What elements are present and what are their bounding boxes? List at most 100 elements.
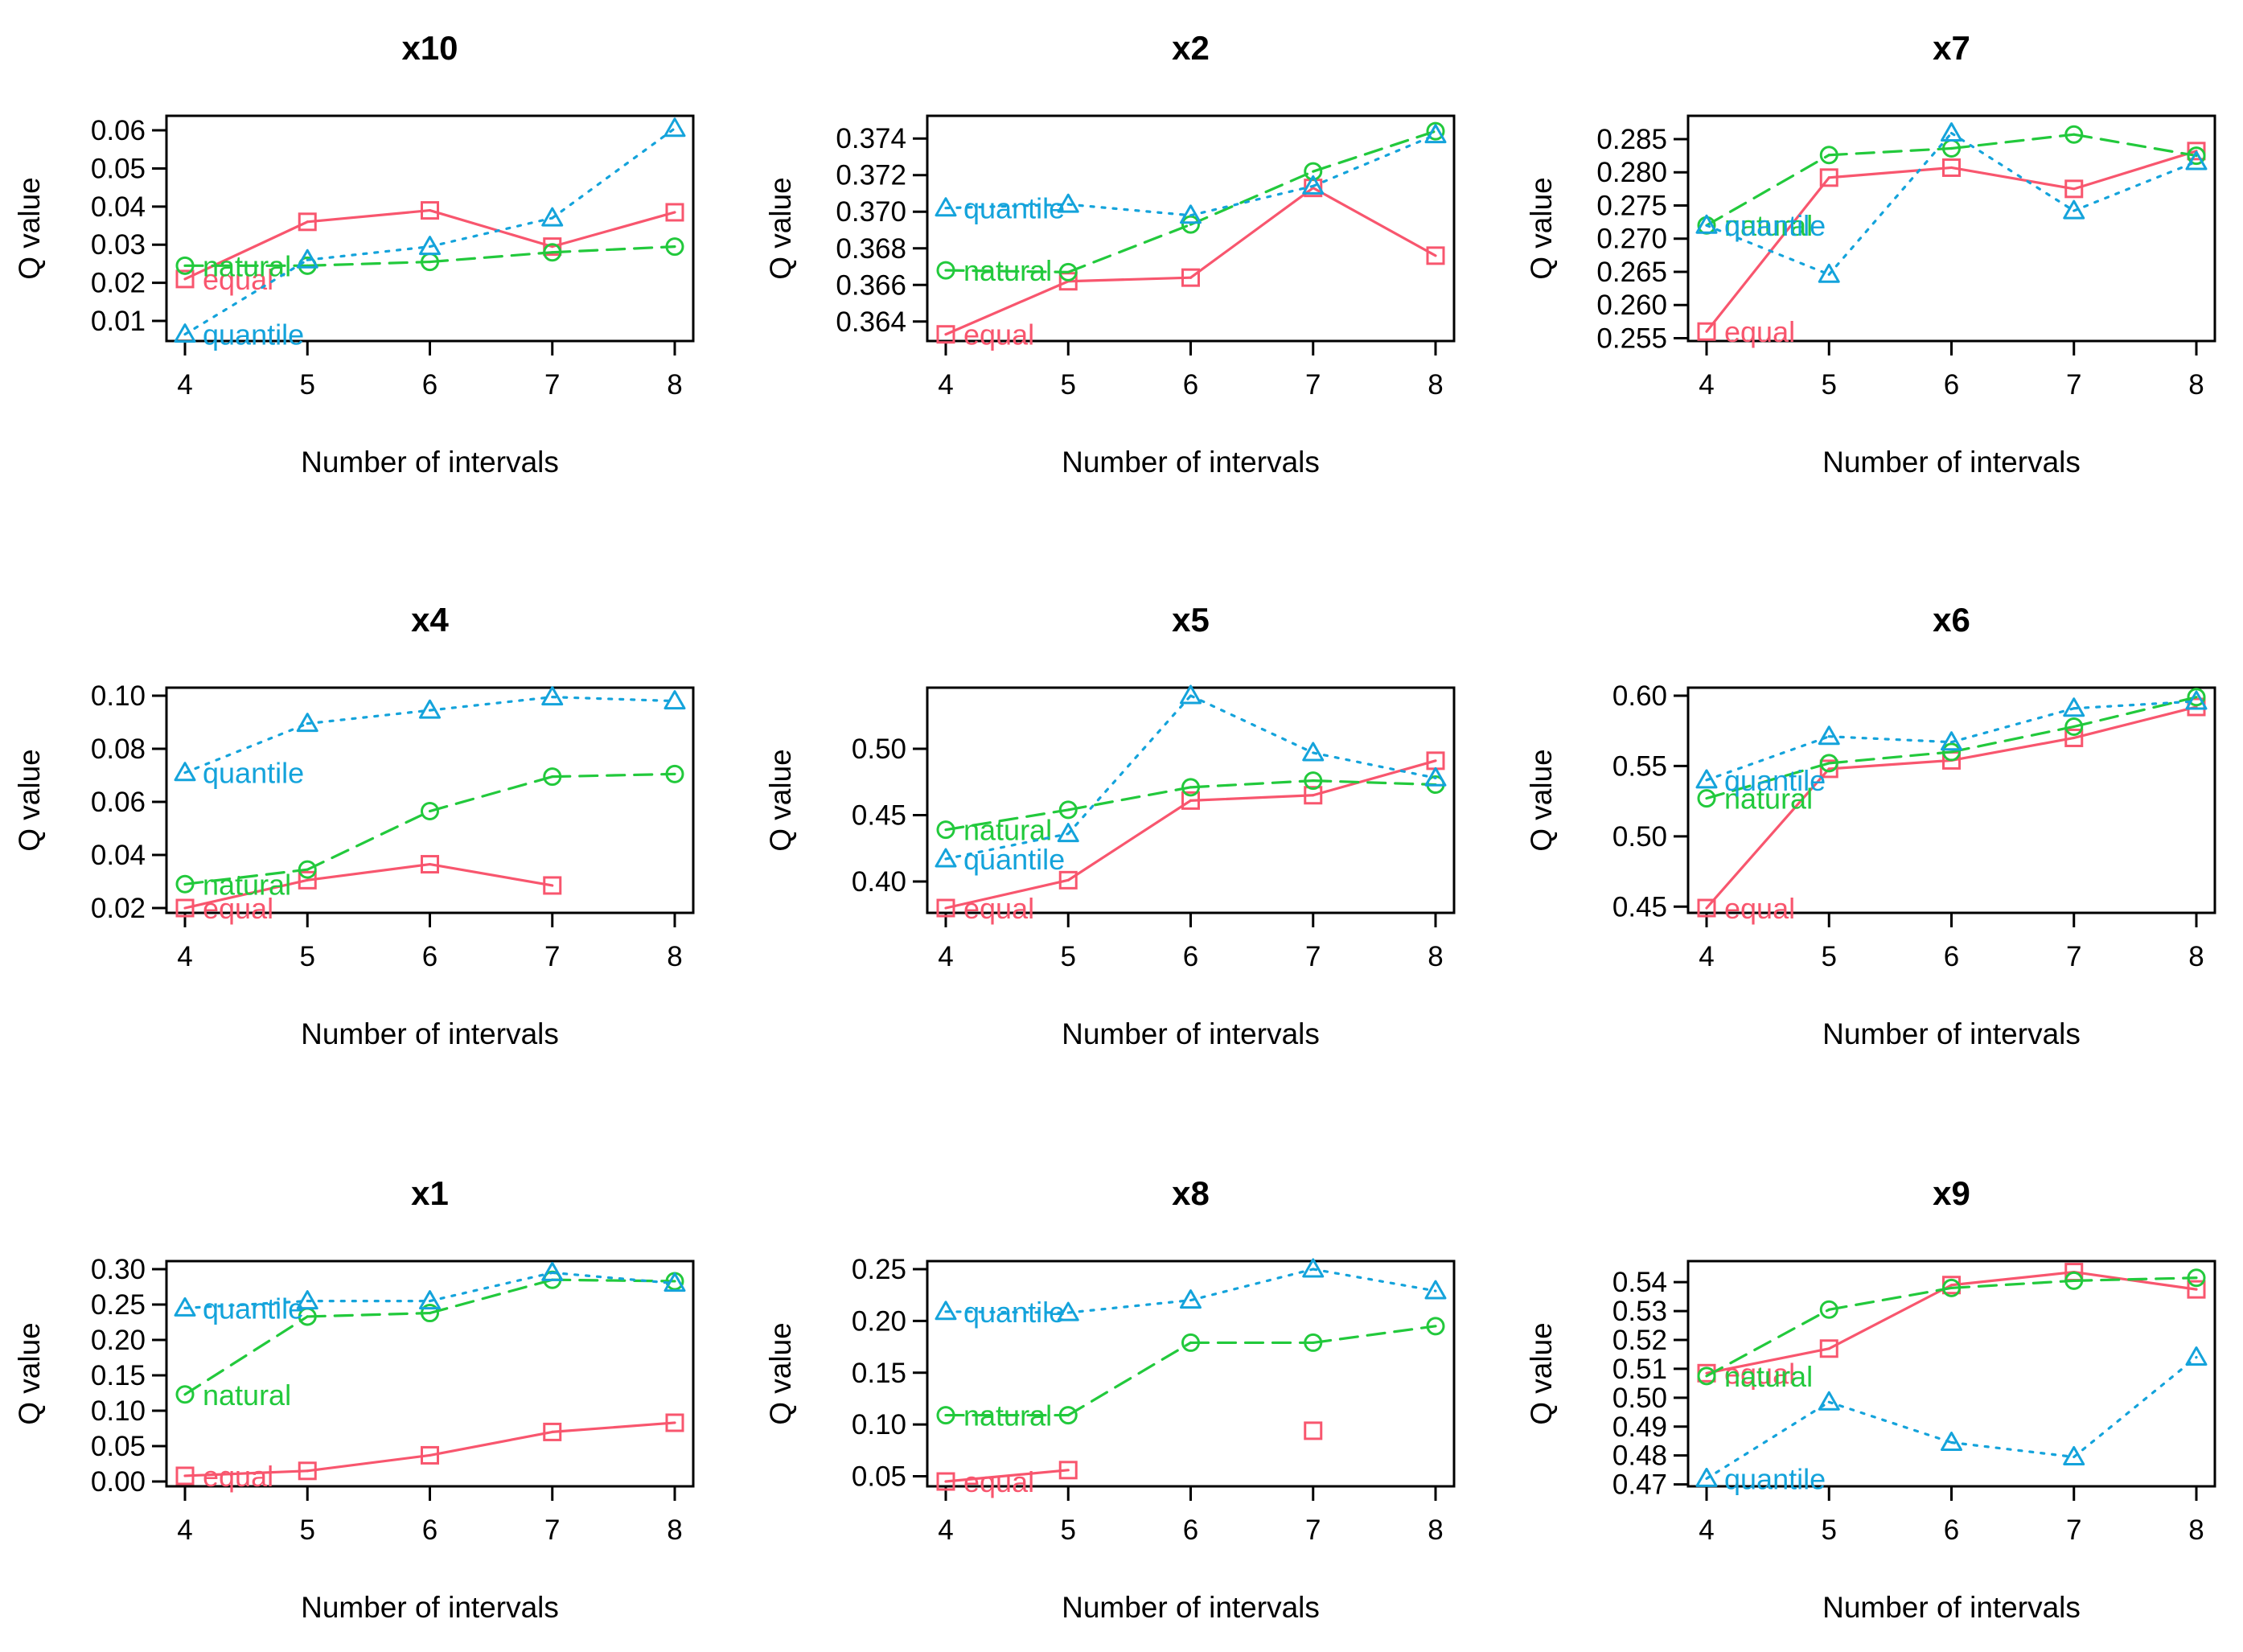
data-point: [174, 762, 196, 782]
series-natural: natural: [1697, 125, 2206, 242]
line-segment: [1066, 203, 1193, 217]
x-tick-label: 4: [177, 941, 192, 972]
data-point: [543, 876, 562, 895]
line-segment: [1705, 1308, 1830, 1378]
data-point: [2185, 150, 2208, 171]
y-tick-label: 0.51: [1612, 1354, 1667, 1385]
y-axis-label: Q value: [13, 1322, 46, 1425]
line-segment: [944, 832, 1070, 861]
y-tick-label: 0.50: [1612, 821, 1667, 853]
line-segment: [1949, 1270, 2076, 1287]
series-equal: equal: [1697, 1263, 2206, 1390]
line-segment: [428, 1271, 554, 1303]
series-quantile: quantile: [935, 1258, 1447, 1329]
data-point: [1304, 1421, 1323, 1440]
data-point: [1941, 122, 1962, 142]
series-label: natural: [203, 249, 291, 282]
line-segment: [551, 1421, 676, 1434]
y-tick-label: 0.10: [91, 1395, 146, 1427]
data-point: [2187, 146, 2206, 166]
data-point: [2187, 688, 2206, 707]
line-segment: [306, 208, 432, 224]
series-equal: equal: [1697, 697, 2206, 925]
series-quantile: quantile: [935, 124, 1447, 225]
x-axis-label: Number of intervals: [301, 1017, 559, 1050]
line-segment: [944, 1310, 1070, 1314]
data-point: [1697, 322, 1716, 341]
data-point: [296, 713, 318, 733]
line-segment: [1827, 735, 1953, 744]
x-tick-label: 7: [2066, 369, 2081, 401]
data-point: [419, 236, 441, 256]
data-point: [1058, 262, 1078, 281]
data-point: [1180, 204, 1202, 224]
data-point: [1819, 168, 1838, 187]
data-point: [2187, 142, 2206, 161]
line-segment: [1066, 276, 1193, 283]
y-tick-label: 0.04: [91, 840, 146, 871]
line-segment: [306, 260, 432, 267]
x-tick-label: 6: [422, 941, 438, 972]
line-segment: [183, 1299, 309, 1310]
panel-x10: x10 4 5 6 7 8 0.01 0.02 0.03 0.04 0.05 0.06 Number o…: [13, 29, 695, 479]
series-natural: natural: [936, 121, 1445, 287]
series-equal: equal: [936, 179, 1445, 351]
x-tick-label: 8: [2188, 1514, 2204, 1546]
series-label: natural: [963, 1399, 1052, 1432]
series-label: natural: [203, 1379, 291, 1412]
x-tick-label: 6: [1944, 941, 1959, 972]
data-point: [2063, 1445, 2085, 1465]
y-tick-label: 0.47: [1612, 1469, 1667, 1501]
data-point: [1697, 898, 1716, 918]
data-point: [1181, 791, 1200, 810]
line-segment: [1949, 736, 2076, 762]
panel-x2: x2 4 5 6 7 8 0.364 0.366 0.368 0.370 0.372 0.374 Num…: [764, 29, 1456, 479]
line-segment: [2073, 160, 2198, 212]
data-point: [1304, 162, 1323, 181]
line-segment: [1705, 1400, 1830, 1481]
y-tick-label: 0.45: [1612, 891, 1667, 923]
panel-x6: x6 4 5 6 7 8 0.45 0.50 0.55 0.60 Number of interva…: [1525, 601, 2216, 1050]
series-label: natural: [1724, 209, 1813, 242]
x-tick-label: 5: [1061, 941, 1076, 972]
series-equal: equal: [175, 1413, 684, 1493]
line-segment: [1312, 134, 1437, 187]
series-quantile: quantile: [174, 1261, 686, 1325]
data-point: [1180, 1289, 1202, 1309]
line-segment: [1949, 707, 2076, 744]
data-point: [935, 1301, 957, 1321]
line-segment: [1189, 184, 1315, 217]
y-axis-label: Q value: [13, 177, 46, 280]
y-tick-label: 0.06: [91, 787, 146, 818]
data-point: [665, 203, 684, 222]
line-segment: [944, 808, 1070, 832]
data-point: [1695, 1467, 1718, 1487]
y-tick-label: 0.05: [91, 153, 146, 184]
y-tick-label: 0.08: [91, 734, 146, 765]
data-point: [1302, 175, 1325, 195]
data-point: [936, 898, 955, 918]
line-segment: [1066, 786, 1193, 812]
y-tick-label: 0.06: [91, 115, 146, 146]
data-point: [419, 1290, 441, 1310]
x-tick-label: 5: [1822, 369, 1837, 401]
data-point: [936, 1472, 955, 1491]
line-segment: [1705, 176, 1830, 333]
line-segment: [2073, 700, 2198, 710]
data-point: [1426, 1317, 1445, 1336]
series-label: equal: [203, 263, 273, 296]
data-point: [1941, 1432, 1962, 1452]
data-point: [1302, 742, 1325, 762]
data-point: [665, 764, 684, 783]
x-tick-label: 7: [544, 1514, 560, 1546]
x-tick-label: 6: [1944, 369, 1959, 401]
y-tick-label: 0.366: [836, 269, 906, 301]
line-segment: [944, 269, 1070, 273]
x-tick-label: 7: [544, 941, 560, 972]
line-segment: [1066, 694, 1193, 836]
y-tick-label: 0.54: [1612, 1267, 1667, 1298]
line-segment: [428, 251, 554, 264]
series-label: equal: [1724, 1357, 1795, 1390]
y-tick-label: 0.49: [1612, 1412, 1667, 1443]
x-tick-label: 6: [1183, 941, 1198, 972]
